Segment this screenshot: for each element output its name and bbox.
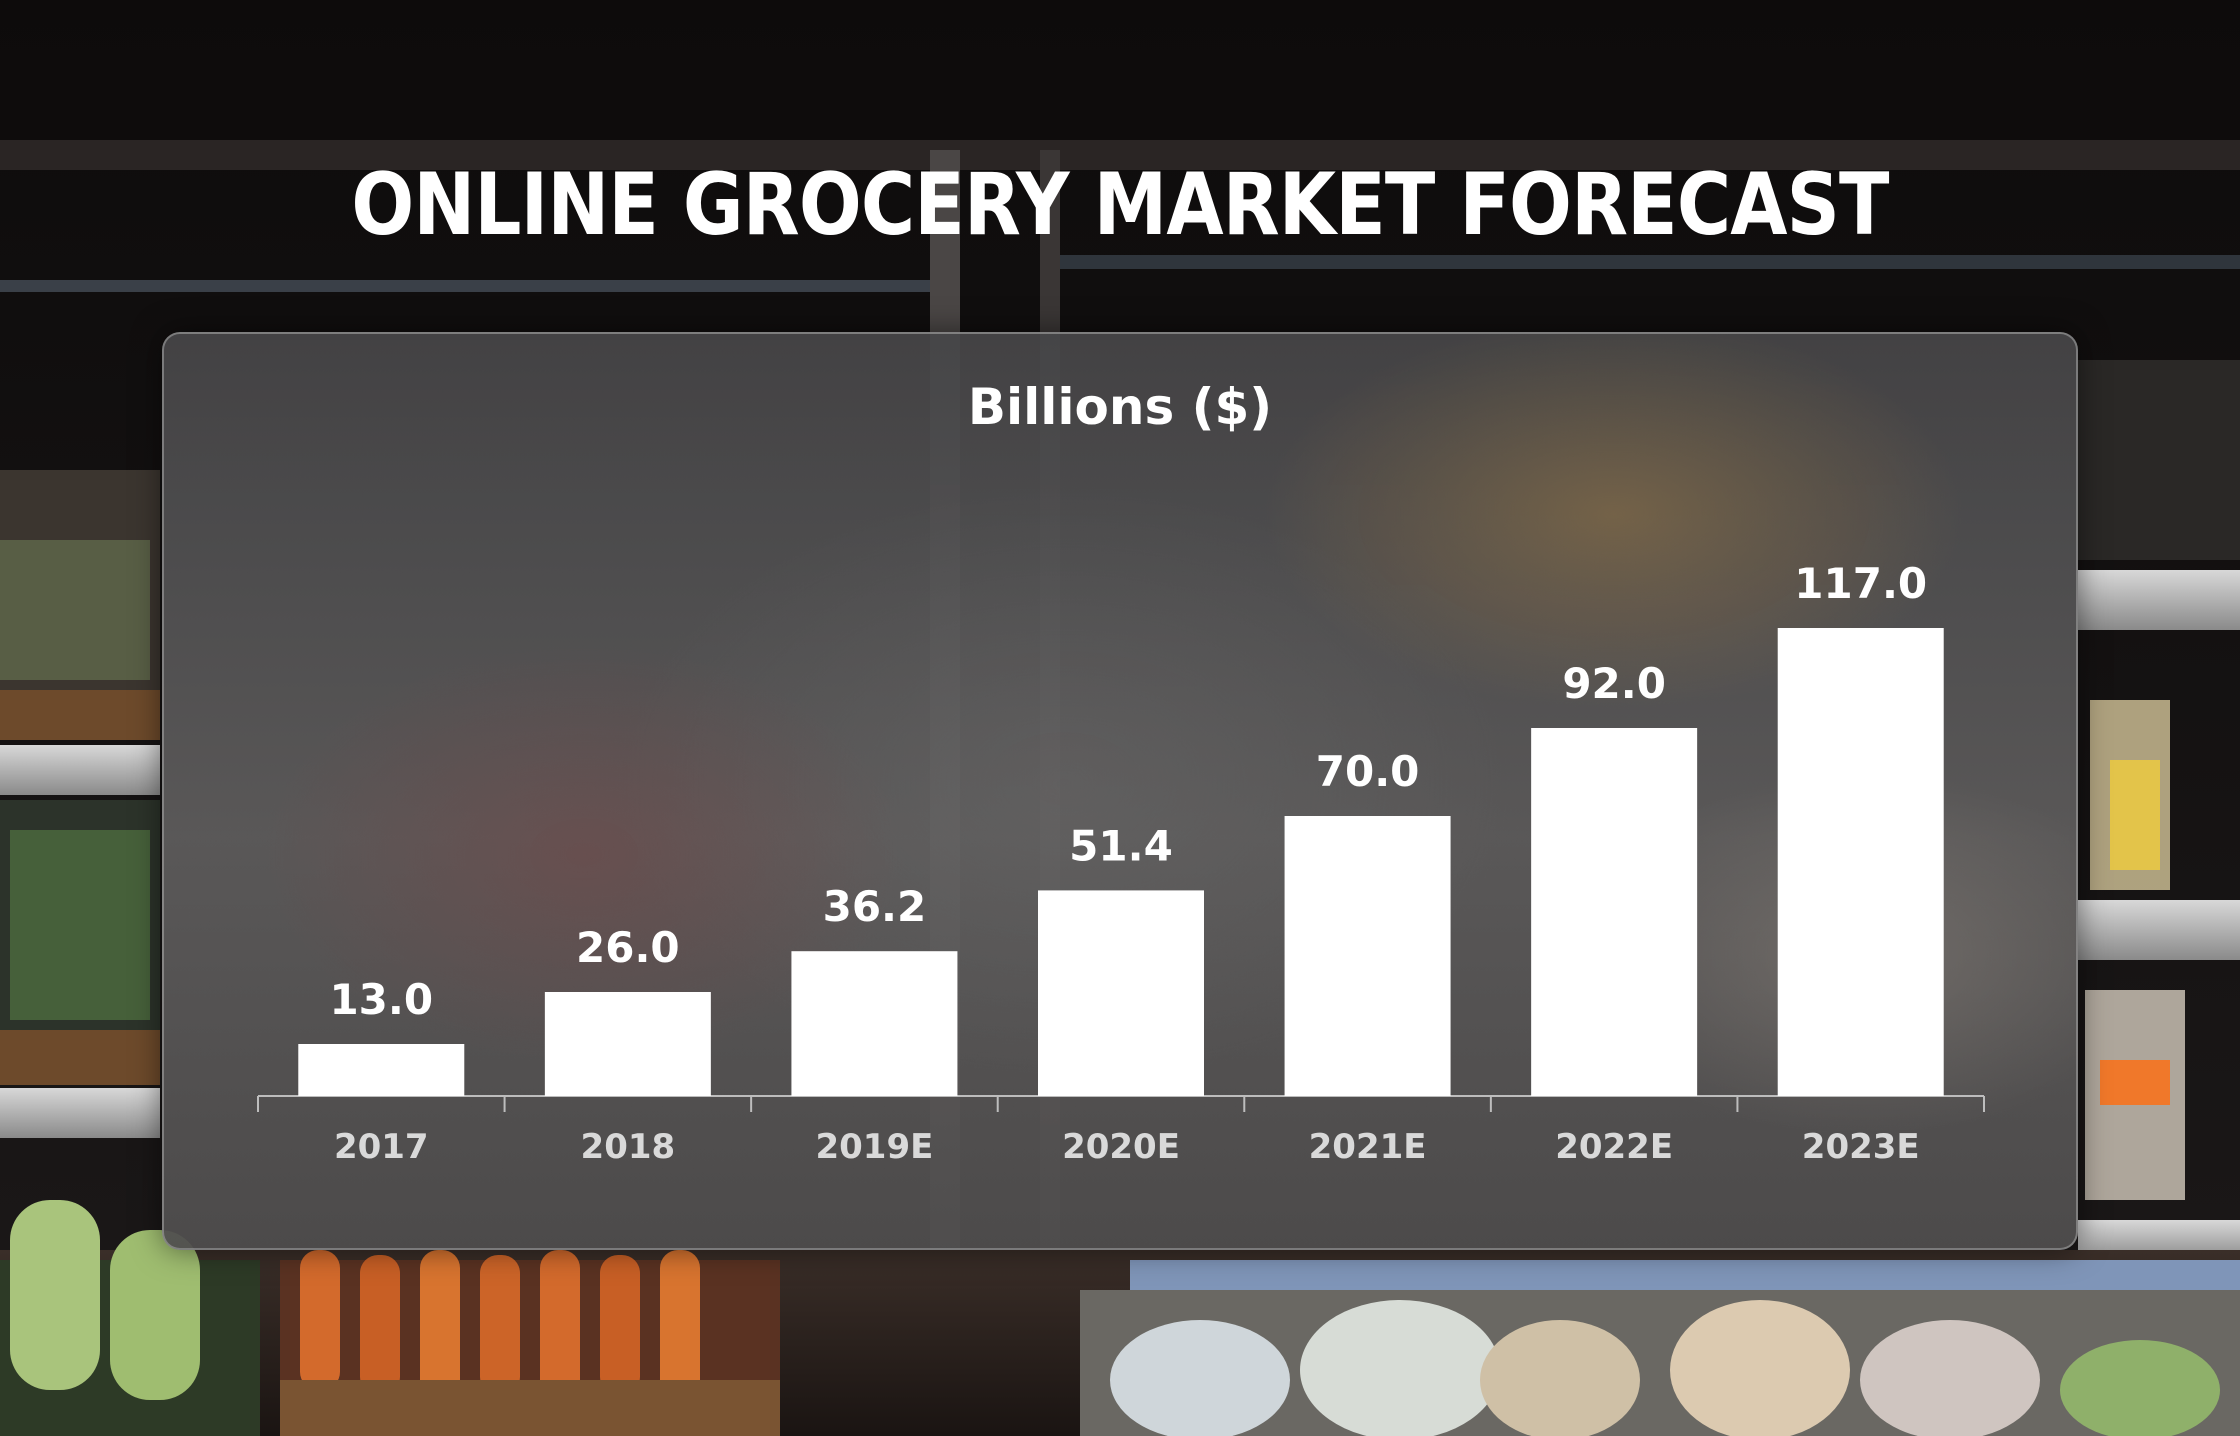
data-label: 51.4: [1069, 821, 1173, 870]
data-label: 13.0: [329, 975, 433, 1024]
bar-chart: Billions ($) 13.0 2017 26.0 2018 36.2 2019E 51.…: [257, 378, 1985, 1167]
bar-2021e: [1284, 816, 1451, 1096]
data-label: 36.2: [823, 882, 927, 931]
data-label: 70.0: [1316, 747, 1420, 796]
chart-subtitle: Billions ($): [968, 378, 1272, 436]
bar-2018: [544, 992, 711, 1096]
bar-2020e: [1038, 890, 1204, 1096]
x-tick-label: 2020E: [1062, 1127, 1180, 1167]
data-label: 117.0: [1794, 559, 1927, 608]
x-tick-label: 2018: [581, 1127, 676, 1167]
x-tick-label: 2021E: [1309, 1127, 1427, 1167]
bar-2023e: [1777, 628, 1944, 1096]
bar-2022e: [1531, 728, 1698, 1096]
x-tick-label: 2019E: [815, 1127, 933, 1167]
bar-2019e: [791, 951, 958, 1096]
x-tick-label: 2023E: [1802, 1127, 1920, 1167]
x-tick-label: 2022E: [1555, 1127, 1673, 1167]
bar-2017: [298, 1044, 465, 1096]
x-tick-label: 2017: [334, 1127, 429, 1167]
data-label: 26.0: [576, 923, 680, 972]
chart-title: ONLINE GROCERY MARKET FORECAST: [351, 155, 1889, 255]
data-label: 92.0: [1562, 659, 1666, 708]
